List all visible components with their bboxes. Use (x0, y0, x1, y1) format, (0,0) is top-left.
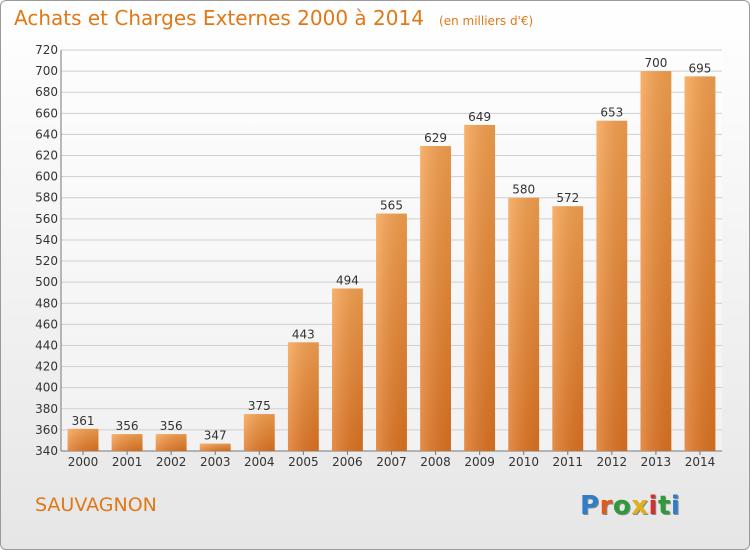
data-label: 580 (512, 183, 535, 197)
y-tick-label: 440 (35, 338, 58, 352)
bar-shade (508, 197, 540, 451)
bar-shade (640, 71, 672, 452)
y-tick-label: 600 (35, 170, 58, 184)
x-tick-label: 2006 (332, 455, 363, 469)
y-tick-label: 400 (35, 381, 58, 395)
y-tick-label: 700 (35, 64, 58, 78)
bar-shade (199, 443, 231, 451)
x-tick-label: 2003 (200, 455, 231, 469)
place-name: SAUVAGNON (35, 494, 157, 516)
x-tick-label: 2011 (552, 455, 583, 469)
bar-shade (67, 428, 99, 451)
bar-shade (332, 288, 363, 451)
logo-letter: i (648, 491, 658, 521)
x-tick-label: 2004 (244, 455, 275, 469)
bar-shade (684, 76, 716, 451)
x-tick-label: 2012 (597, 455, 628, 469)
y-tick-label: 380 (35, 402, 58, 416)
y-tick-label: 520 (35, 254, 58, 268)
x-tick-label: 2000 (68, 455, 99, 469)
proxiti-logo[interactable]: Proxiti (580, 491, 680, 521)
bar-shade (287, 342, 319, 451)
data-label: 653 (600, 106, 623, 120)
logo-letter: r (599, 491, 613, 521)
logo-letter: t (657, 491, 671, 521)
bar-shade (376, 213, 407, 451)
logo-letter: P (580, 491, 600, 521)
bar-shade (552, 206, 584, 451)
y-tick-label: 480 (35, 296, 58, 310)
y-tick-label: 620 (35, 149, 58, 163)
y-tick-label: 640 (35, 127, 58, 141)
y-tick-label: 720 (35, 43, 58, 57)
bar-shade (596, 120, 628, 451)
data-label: 565 (380, 199, 403, 213)
y-tick-label: 680 (35, 85, 58, 99)
data-label: 347 (204, 429, 227, 443)
logo-letter: i (670, 491, 681, 521)
data-label: 361 (72, 414, 95, 428)
x-tick-label: 2010 (508, 455, 539, 469)
data-label: 629 (424, 131, 447, 145)
data-label: 700 (644, 56, 667, 70)
chart-title-block: Achats et Charges Externes 2000 à 2014 (… (14, 6, 533, 30)
y-tick-label: 660 (35, 106, 58, 120)
bar-shade (464, 124, 496, 452)
bar-shade (243, 414, 275, 451)
data-label: 443 (292, 327, 315, 341)
y-tick-label: 360 (35, 423, 58, 437)
data-label: 695 (689, 61, 712, 75)
x-tick-label: 2014 (685, 455, 716, 469)
y-tick-label: 460 (35, 317, 58, 331)
x-tick-label: 2013 (641, 455, 672, 469)
data-label: 649 (468, 110, 491, 124)
data-label: 572 (556, 191, 579, 205)
y-tick-label: 500 (35, 275, 58, 289)
y-tick-label: 560 (35, 212, 58, 226)
data-label: 356 (116, 419, 139, 433)
data-label: 356 (160, 419, 183, 433)
y-tick-label: 420 (35, 360, 58, 374)
bar-shade (155, 434, 187, 451)
bar-shade (111, 434, 143, 451)
x-tick-label: 2008 (420, 455, 451, 469)
y-tick-label: 340 (35, 444, 58, 458)
x-tick-label: 2007 (376, 455, 407, 469)
bar-shade (420, 146, 451, 452)
chart-title: Achats et Charges Externes 2000 à 2014 (14, 6, 424, 30)
y-tick-label: 540 (35, 233, 58, 247)
x-tick-label: 2005 (288, 455, 319, 469)
chart-subtitle: (en milliers d'€) (439, 14, 534, 28)
logo-letter: o (612, 491, 632, 521)
data-label: 494 (336, 273, 359, 287)
x-tick-label: 2009 (464, 455, 495, 469)
data-label: 375 (248, 399, 271, 413)
y-tick-label: 580 (35, 191, 58, 205)
x-tick-label: 2002 (156, 455, 187, 469)
logo-letter: x (631, 491, 649, 521)
x-tick-label: 2001 (112, 455, 143, 469)
